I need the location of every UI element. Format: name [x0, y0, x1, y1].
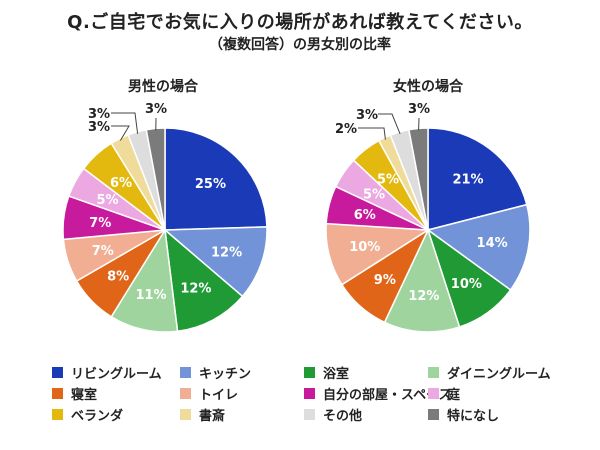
male-label-0: 25% — [195, 177, 226, 192]
female-label-10: 3% — [356, 108, 378, 123]
male-label-3: 11% — [135, 288, 166, 303]
female-label-1: 14% — [477, 236, 508, 251]
male-slice-1 — [163, 226, 268, 298]
male-leader-9 — [111, 125, 130, 141]
female-slice-0 — [427, 127, 528, 231]
male-label-7: 5% — [96, 193, 118, 208]
male-label-6: 7% — [89, 216, 111, 231]
female-label-11: 3% — [408, 102, 430, 117]
male-slice-3 — [110, 227, 179, 333]
male-label-11: 3% — [145, 102, 167, 117]
female-label-0: 21% — [452, 172, 483, 187]
pie-title-female: 女性の場合 — [393, 79, 463, 95]
male-slice-0 — [164, 127, 268, 231]
male-label-9: 3% — [88, 120, 110, 135]
pie-title-male: 男性の場合 — [128, 79, 198, 95]
chart-subtitle: （複数回答）の男女別の比率 — [209, 37, 391, 53]
female-label-7: 5% — [363, 187, 385, 202]
male-leader-10 — [111, 112, 139, 134]
male-label-1: 12% — [211, 246, 242, 261]
chart-title: Q.ご自宅でお気に入りの場所があれば教えてください。 — [67, 12, 533, 33]
female-slice-3 — [383, 227, 461, 333]
male-label-2: 12% — [180, 282, 211, 297]
male-label-10: 3% — [88, 107, 110, 122]
female-leader-9 — [358, 127, 386, 140]
male-slice-2 — [164, 228, 244, 333]
male-label-4: 8% — [107, 269, 129, 284]
female-label-2: 10% — [451, 277, 482, 292]
female-label-3: 12% — [408, 289, 439, 304]
female-label-4: 9% — [374, 273, 396, 288]
female-label-9: 2% — [335, 122, 357, 137]
female-leader-10 — [378, 113, 401, 135]
female-slice-1 — [426, 203, 531, 292]
male-label-5: 7% — [92, 244, 114, 259]
male-label-8: 6% — [110, 176, 132, 191]
female-label-6: 6% — [354, 208, 376, 223]
female-label-8: 5% — [377, 172, 399, 187]
female-label-5: 10% — [349, 240, 380, 255]
